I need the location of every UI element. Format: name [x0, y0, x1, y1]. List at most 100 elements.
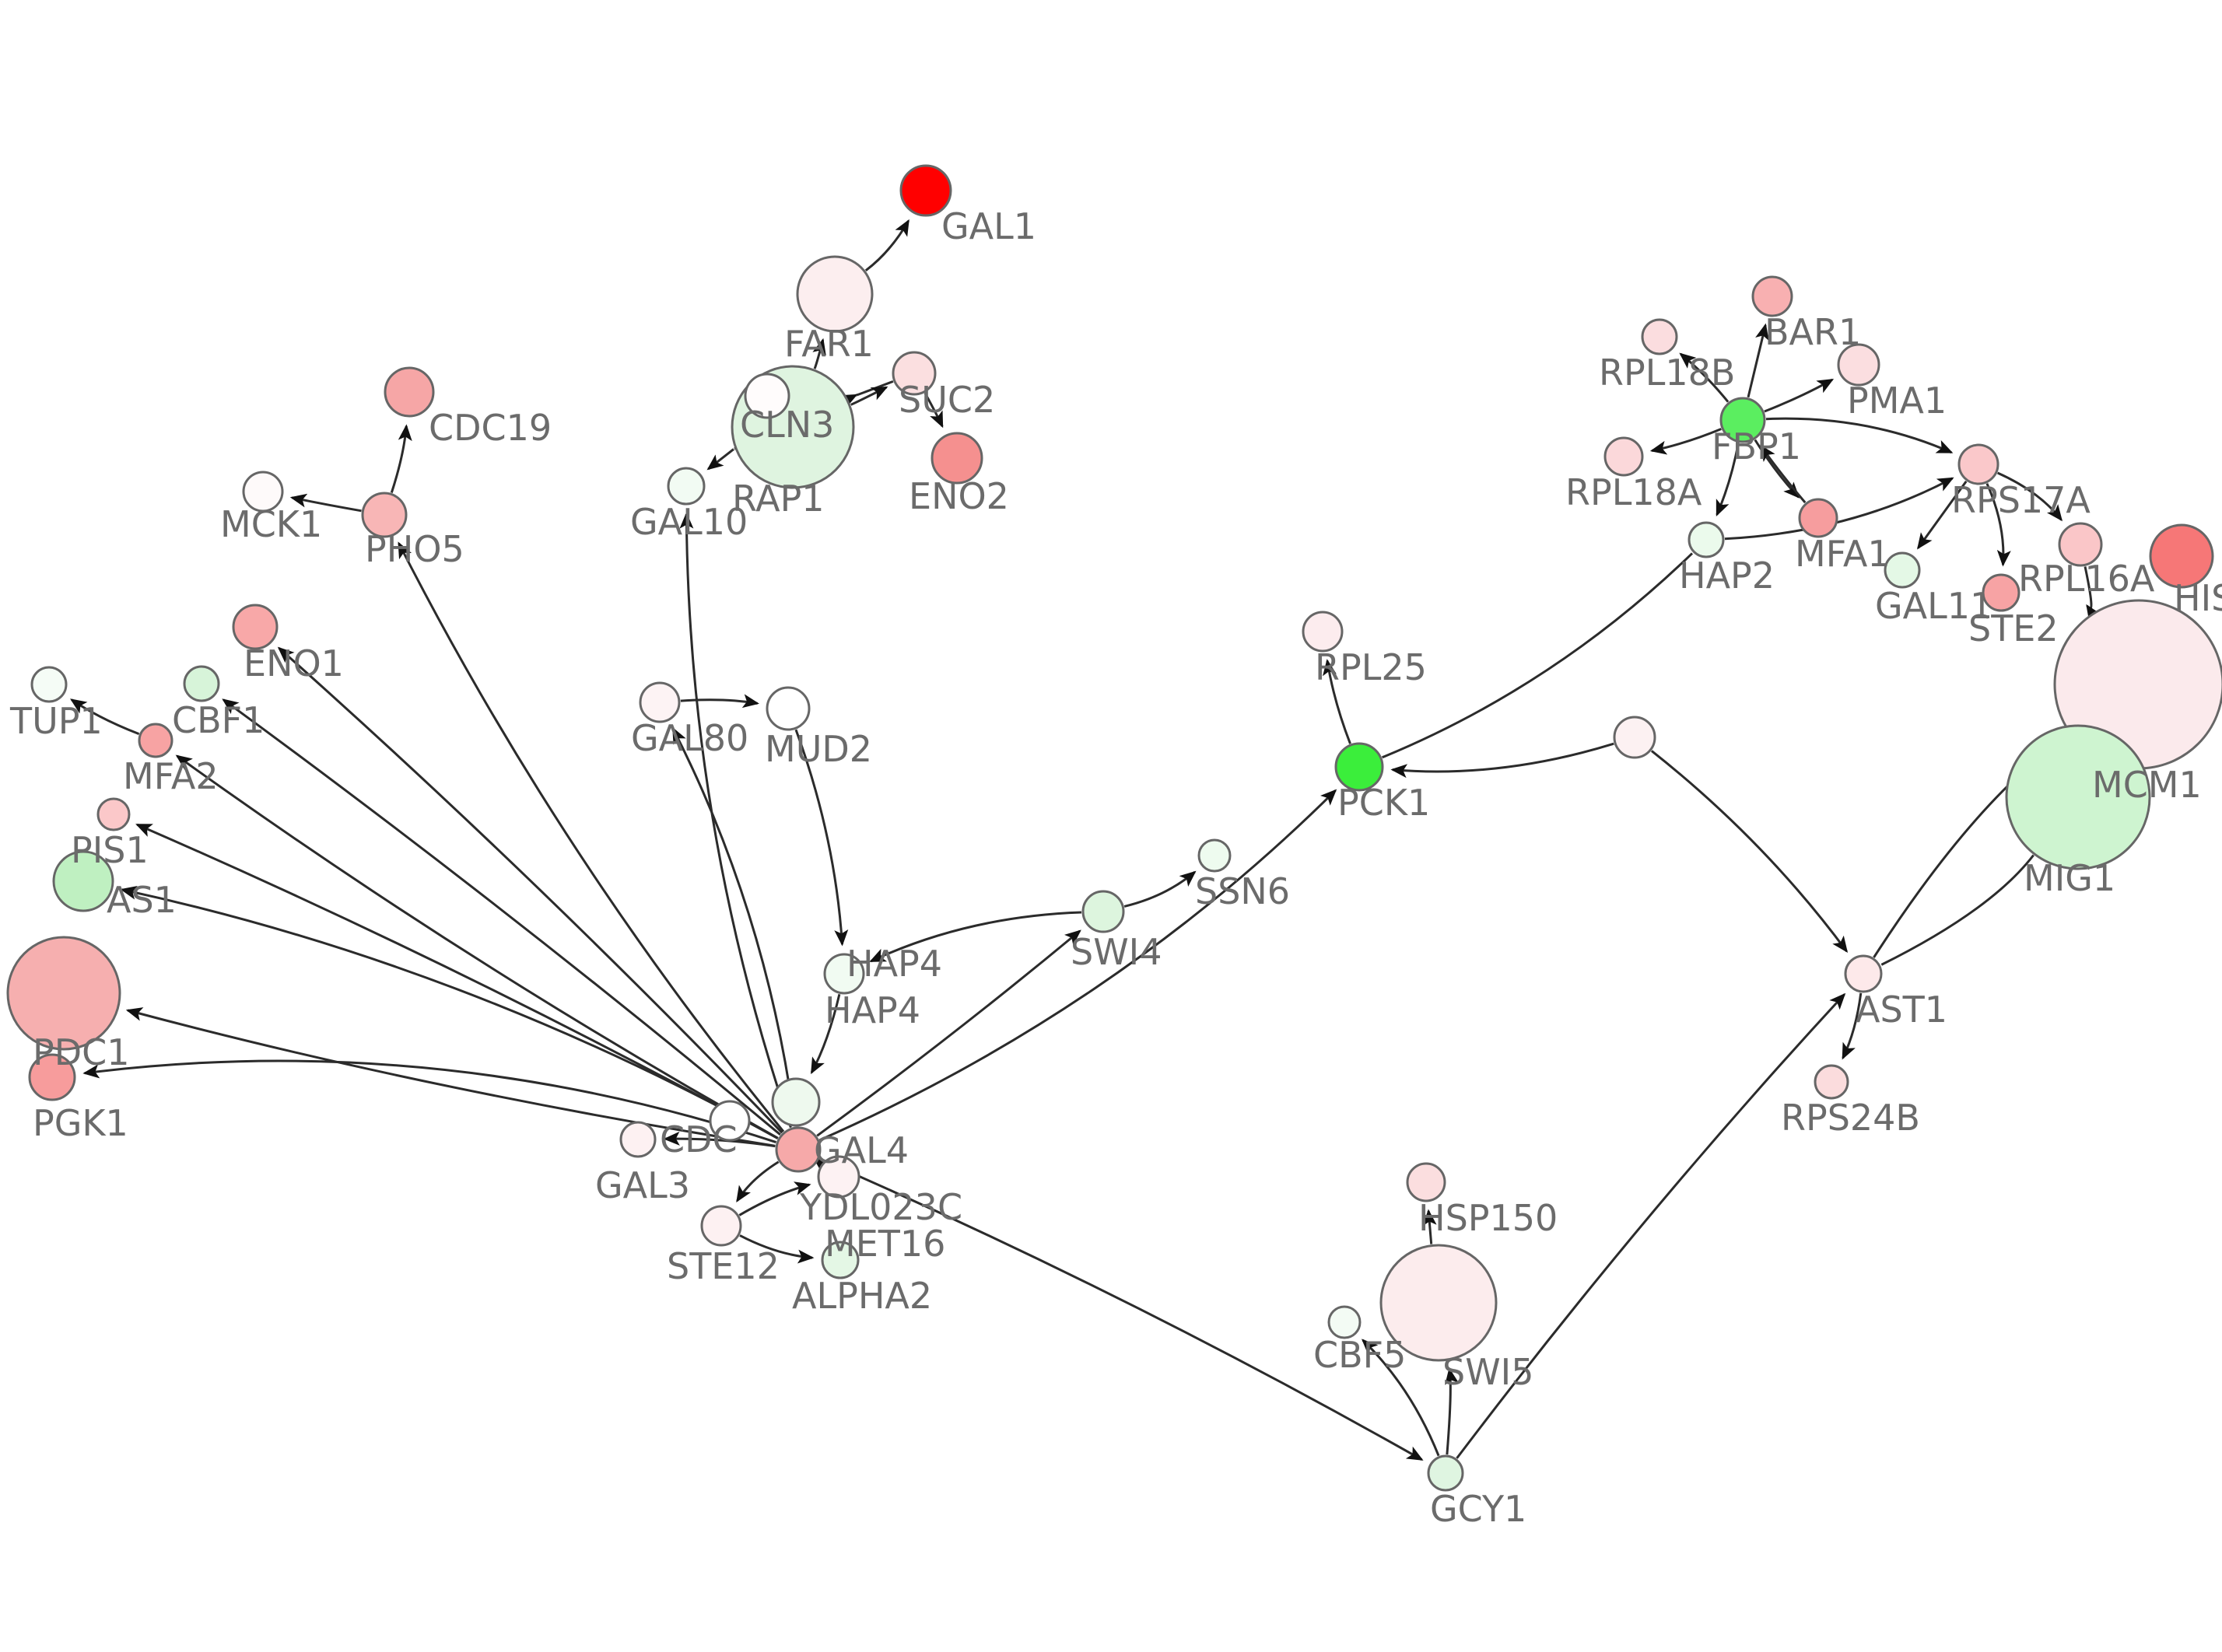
node-alpha2[interactable]: [821, 1241, 860, 1279]
node-eno2[interactable]: [931, 432, 983, 485]
node-gal1[interactable]: [899, 164, 952, 217]
edge-rps17a-to-rpl16a: [1996, 471, 2063, 522]
node-pgk1[interactable]: [28, 1053, 76, 1101]
node-label-rps17a: RPS17A: [1951, 479, 2091, 521]
node-suc2[interactable]: [892, 351, 937, 396]
edge-gal4-to-gal3: [663, 1131, 776, 1148]
node-ssn6[interactable]: [1197, 838, 1232, 873]
edge-gal4-to-pck1: [818, 789, 1337, 1142]
node-rpl18b[interactable]: [1641, 318, 1678, 355]
edge-gal4-to-swi4: [816, 929, 1081, 1137]
edge-ste12-to-ydl023c: [738, 1181, 811, 1216]
node-as1[interactable]: [52, 850, 114, 912]
node-bar1[interactable]: [1751, 275, 1793, 317]
node-label-mfa2: MFA2: [123, 755, 219, 797]
edge-suc2-to-cln3: [839, 380, 894, 408]
node-label-rpl18b: RPL18B: [1599, 352, 1735, 394]
node-fbp1[interactable]: [1719, 397, 1766, 443]
edge-gal4-to-mfa2: [175, 754, 779, 1139]
node-mck1[interactable]: [242, 471, 284, 513]
node-cdc[interactable]: [709, 1100, 751, 1142]
node-cdc19[interactable]: [384, 366, 435, 418]
node-ydl023c[interactable]: [817, 1155, 860, 1199]
node-hap2[interactable]: [1688, 521, 1725, 558]
edge-gal4-to-gal80: [671, 726, 797, 1127]
node-cbf1[interactable]: [183, 665, 220, 702]
edge-gal4-to-pdc1: [125, 1007, 776, 1147]
node-tup1[interactable]: [30, 666, 68, 703]
node-ast1[interactable]: [1844, 954, 1883, 993]
node-gal80[interactable]: [639, 681, 681, 723]
node-pho5[interactable]: [361, 492, 408, 538]
edge-gal4-to-ste12: [736, 1160, 780, 1203]
node-gal4g[interactable]: [771, 1077, 821, 1127]
node-pis1[interactable]: [96, 797, 131, 831]
edge-gal4-to-gal10: [679, 512, 792, 1129]
node-mfa2[interactable]: [138, 723, 173, 758]
node-label-cdc19: CDC19: [429, 407, 552, 449]
node-cbf5[interactable]: [1327, 1305, 1362, 1339]
node-label-gal80: GAL80: [631, 717, 748, 759]
edge-gal4-to-gcy1: [818, 1157, 1424, 1461]
node-gal3[interactable]: [619, 1121, 657, 1158]
node-gal11[interactable]: [1884, 551, 1921, 589]
node-label-gal11: GAL11: [1875, 585, 1992, 627]
edge-suc2-to-eno2: [923, 392, 944, 429]
node-layer: [6, 164, 2222, 1492]
node-label-cbf5: CBF5: [1313, 1334, 1406, 1376]
edge-gcy1-to-cbf5: [1361, 1339, 1440, 1457]
edge-fbp1-to-rpl18b: [1679, 352, 1730, 403]
node-label-rpl16a: RPL16A: [2018, 558, 2155, 600]
edge-gal80-to-mud2: [680, 694, 759, 709]
node-his4[interactable]: [2149, 523, 2214, 589]
node-swi4[interactable]: [1081, 890, 1125, 933]
node-gcy1[interactable]: [1427, 1454, 1464, 1492]
node-pck1[interactable]: [1334, 742, 1384, 792]
edge-hubnode-to-ast1: [1650, 750, 1849, 954]
node-mud2[interactable]: [766, 686, 811, 731]
edge-mfa1-to-fbp1: [1760, 444, 1807, 504]
node-label-pis1: PIS1: [71, 829, 149, 871]
node-label-mig1: MIG1: [2024, 857, 2115, 899]
node-rps24b[interactable]: [1814, 1064, 1849, 1100]
node-gal4[interactable]: [775, 1126, 822, 1173]
node-label-gal4: GAL4: [814, 1129, 909, 1171]
edge-swi4-to-ssn6: [1123, 870, 1197, 908]
node-label-cbf1: CBF1: [172, 699, 265, 741]
edge-mig1-to-ast1: [1880, 854, 2034, 966]
node-rap1[interactable]: [744, 373, 790, 419]
node-gal10[interactable]: [667, 467, 706, 506]
node-label-swi5: SWI5: [1442, 1351, 1534, 1393]
node-pma1[interactable]: [1837, 343, 1880, 387]
edge-pck1-to-rpl25: [1323, 659, 1351, 744]
node-label-mck1: MCK1: [220, 503, 322, 545]
node-hap4[interactable]: [823, 953, 865, 995]
node-label-hsp150: HSP150: [1418, 1197, 1558, 1239]
node-hsp150[interactable]: [1406, 1162, 1446, 1202]
node-ste2[interactable]: [1982, 573, 2020, 612]
node-far1[interactable]: [796, 255, 874, 333]
edge-cln3-to-far1: [812, 338, 826, 369]
node-label-pma1: PMA1: [1847, 380, 1947, 422]
node-mfa1[interactable]: [1798, 498, 1838, 538]
node-rpl18a[interactable]: [1603, 436, 1644, 477]
edge-gal4-to-pho5: [398, 541, 785, 1132]
node-rpl16a[interactable]: [2058, 522, 2103, 567]
node-pdc1[interactable]: [6, 936, 121, 1051]
node-swi5[interactable]: [1379, 1244, 1498, 1362]
node-label-as1: AS1: [107, 879, 177, 921]
node-hubnode[interactable]: [1613, 716, 1656, 759]
node-label-hap2: HAP2: [1679, 555, 1775, 597]
edge-gcy1-to-ast1: [1456, 992, 1846, 1459]
node-eno1[interactable]: [232, 604, 279, 650]
node-label-pho5: PHO5: [365, 528, 464, 570]
node-mig1[interactable]: [2005, 724, 2151, 870]
edge-mud2-to-hap4: [794, 729, 849, 947]
edge-fbp1-to-pma1: [1764, 378, 1835, 413]
node-rps17a[interactable]: [1957, 443, 1999, 485]
node-label-ast1: AST1: [1856, 989, 1947, 1031]
node-rpl25[interactable]: [1302, 611, 1344, 653]
edge-gal4-to-cbf1: [222, 698, 781, 1136]
node-ste12[interactable]: [700, 1205, 742, 1247]
